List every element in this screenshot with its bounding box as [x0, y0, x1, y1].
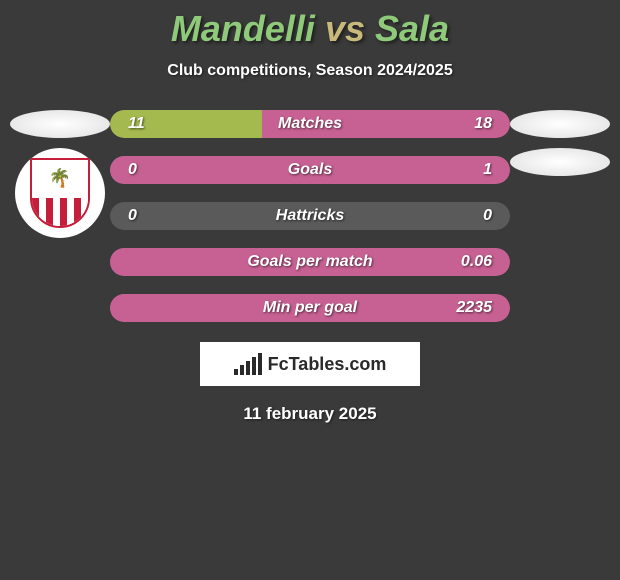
stat-label: Matches: [278, 115, 342, 133]
infographic-container: Mandelli vs Sala Club competitions, Seas…: [0, 0, 620, 580]
stat-label: Min per goal: [263, 299, 357, 317]
stat-row: Goals per match 0.06: [110, 248, 510, 276]
stat-row: Min per goal 2235: [110, 294, 510, 322]
stat-label: Goals: [288, 161, 332, 179]
stat-value-right: 1: [483, 161, 492, 179]
comparison-title: Mandelli vs Sala: [0, 0, 620, 50]
left-badges-column: 🌴: [10, 110, 110, 238]
stat-value-right: 2235: [456, 299, 492, 317]
club-badge-left: 🌴: [15, 148, 105, 238]
shield-icon: 🌴: [30, 158, 90, 228]
stat-value-left: 0: [128, 161, 137, 179]
date-text: 11 february 2025: [0, 404, 620, 424]
stats-area: 🌴 11 Matches 18 0 Goals 1 0 Hattricks 0 Goals per…: [0, 110, 620, 322]
stat-value-left: 11: [128, 115, 145, 133]
stats-rows: 11 Matches 18 0 Goals 1 0 Hattricks 0 Goals per m…: [110, 110, 510, 322]
brand-text: FcTables.com: [268, 354, 387, 375]
country-badge-right: [510, 110, 610, 138]
vs-text: vs: [325, 8, 365, 49]
stat-label: Hattricks: [276, 207, 344, 225]
stat-row: 11 Matches 18: [110, 110, 510, 138]
player1-name: Mandelli: [171, 8, 315, 49]
country-badge-left: [10, 110, 110, 138]
stat-value-left: 0: [128, 207, 137, 225]
brand-logo: FcTables.com: [200, 342, 420, 386]
subtitle: Club competitions, Season 2024/2025: [0, 62, 620, 80]
stat-label: Goals per match: [247, 253, 372, 271]
club-badge-right: [510, 148, 610, 176]
stat-value-right: 18: [474, 115, 492, 133]
right-badges-column: [510, 110, 610, 176]
stat-value-right: 0.06: [461, 253, 492, 271]
stat-value-right: 0: [483, 207, 492, 225]
stat-row: 0 Hattricks 0: [110, 202, 510, 230]
stat-row: 0 Goals 1: [110, 156, 510, 184]
chart-icon: [234, 353, 262, 375]
player2-name: Sala: [375, 8, 449, 49]
